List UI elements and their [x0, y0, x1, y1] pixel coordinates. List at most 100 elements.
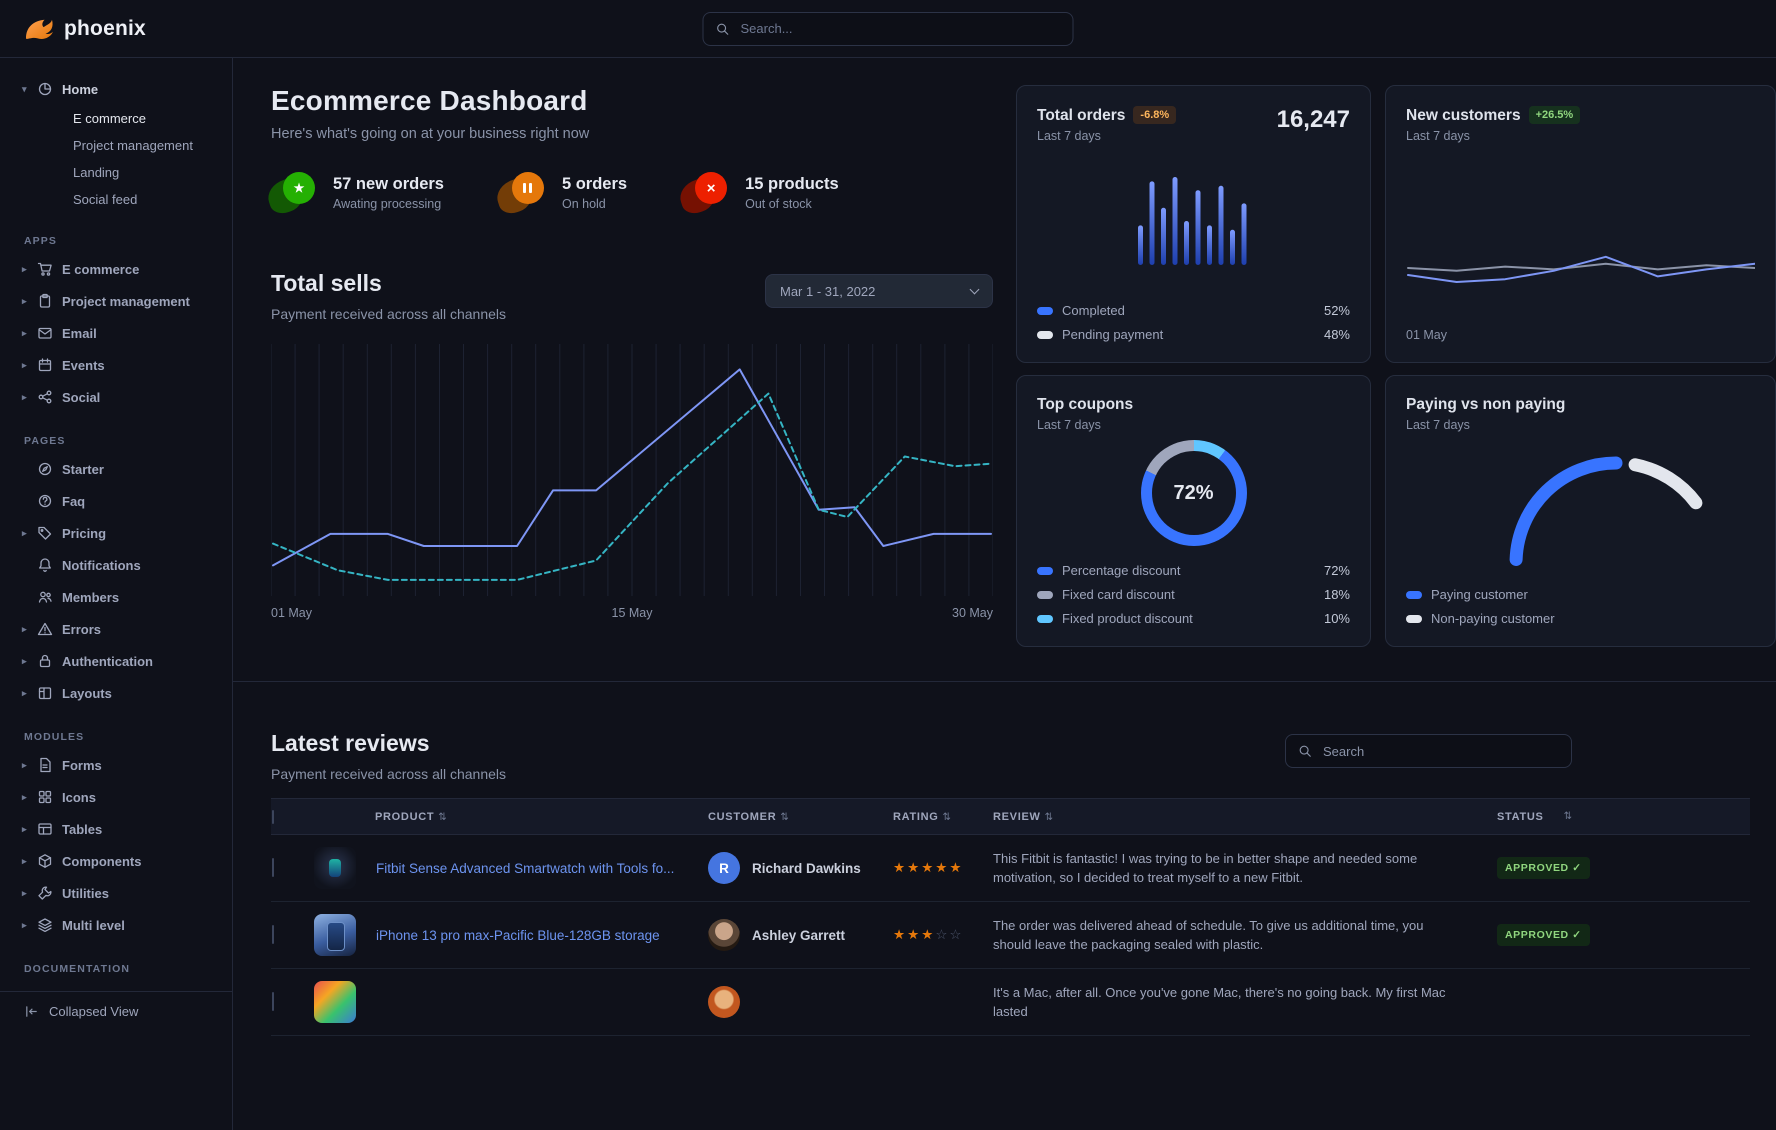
sidebar-item-social-feed[interactable]: Social feed — [73, 192, 138, 207]
search-icon — [1298, 744, 1312, 758]
legend-swatch — [1037, 590, 1053, 599]
customer-name: Ashley Garrett — [752, 927, 846, 943]
reviews-table-body: Fitbit Sense Advanced Smartwatch with To… — [271, 835, 1750, 1036]
sidebar-item-faq[interactable]: Faq — [0, 485, 232, 517]
stat-awating-processing: ★ 57 new orders Awating processing — [271, 172, 444, 214]
sidebar-footer: Collapsed View — [0, 991, 232, 1019]
sidebar-item-errors[interactable]: ▸ Errors — [22, 621, 102, 637]
mail-icon — [37, 325, 53, 341]
clipboard-icon — [37, 293, 53, 309]
sidebar-item-multi-level[interactable]: ▸ Multi level — [22, 917, 125, 933]
stat-on-hold: 5 orders On hold — [500, 172, 627, 214]
page-subtitle: Here's what's going on at your business … — [271, 126, 590, 142]
total-orders-title: Total orders — [1037, 107, 1126, 124]
reviews-search-input[interactable] — [1321, 742, 1559, 760]
brand[interactable]: phoenix — [24, 16, 146, 42]
orders-legend-item: Completed 52% — [1037, 303, 1350, 318]
column-header-rating[interactable]: RATING ⇅ — [893, 810, 952, 823]
status-badge: APPROVED ✓ — [1497, 924, 1590, 946]
sidebar-item-forms[interactable]: ▸ Forms — [22, 757, 102, 773]
rating-stars: ★★★★★ — [893, 859, 993, 877]
grid-icon — [37, 789, 53, 805]
caret-down-icon: ▾ — [22, 83, 27, 94]
sidebar-item-e-commerce[interactable]: ▸ E commerce — [22, 261, 140, 277]
paying-gauge-chart — [1509, 456, 1703, 566]
total-sells-line-chart — [271, 344, 993, 596]
phoenix-logo-icon — [24, 16, 54, 42]
tag-icon — [37, 525, 53, 541]
top-coupons-title: Top coupons — [1037, 396, 1134, 413]
paying-title: Paying vs non paying — [1406, 396, 1566, 413]
sidebar-item-notifications[interactable]: Notifications — [0, 549, 232, 581]
legend-swatch — [1037, 330, 1053, 339]
column-header-status[interactable]: STATUS ⇅ — [1497, 810, 1573, 823]
product-link[interactable]: Fitbit Sense Advanced Smartwatch with To… — [376, 860, 675, 876]
column-header-customer[interactable]: CUSTOMER ⇅ — [708, 810, 790, 823]
coupons-legend-item: Percentage discount 72% — [1037, 563, 1350, 578]
search-icon — [716, 22, 730, 36]
sidebar-item-landing[interactable]: Landing — [73, 165, 120, 180]
reviews-search[interactable] — [1285, 734, 1572, 768]
sidebar-item-authentication[interactable]: ▸ Authentication — [22, 653, 153, 669]
new-customers-title: New customers — [1406, 107, 1521, 124]
sidebar-item-starter[interactable]: Starter — [0, 453, 232, 485]
date-range-select[interactable]: Mar 1 - 31, 2022 — [765, 274, 993, 308]
star-icon: ★ — [271, 172, 317, 214]
cart-icon — [37, 261, 53, 277]
column-header-review[interactable]: REVIEW ⇅ — [993, 810, 1054, 823]
column-header-product[interactable]: PRODUCT ⇅ — [375, 810, 448, 823]
caret-right-icon: ▸ — [22, 687, 27, 698]
sidebar-item-pricing[interactable]: ▸ Pricing — [22, 525, 107, 541]
rating-stars: ★★★☆☆ — [893, 926, 993, 944]
status-badge: APPROVED ✓ — [1497, 857, 1590, 879]
sidebar-item-layouts[interactable]: ▸ Layouts — [22, 685, 112, 701]
product-link[interactable]: iPhone 13 pro max-Pacific Blue-128GB sto… — [376, 927, 660, 943]
caret-right-icon: ▸ — [22, 887, 27, 898]
paying-vs-non-paying-card: Paying vs non paying Last 7 days Paying … — [1385, 375, 1776, 647]
top-coupons-donut-chart: 72% — [1140, 440, 1247, 546]
sidebar-item-project-management[interactable]: Project management — [73, 138, 193, 153]
sidebar-item-components[interactable]: ▸ Components — [22, 853, 142, 869]
sidebar-item-project-management[interactable]: ▸ Project management — [22, 293, 190, 309]
row-checkbox[interactable] — [272, 858, 274, 877]
caret-right-icon: ▸ — [22, 759, 27, 770]
sidebar-section-label-documentation: DOCUMENTATION — [24, 963, 131, 975]
caret-right-icon: ▸ — [22, 359, 27, 370]
table-icon — [37, 821, 53, 837]
sidebar-item-members[interactable]: Members — [0, 581, 232, 613]
total-orders-legend: Completed 52% Pending payment 48% — [1037, 294, 1350, 342]
row-checkbox[interactable] — [272, 992, 274, 1011]
sidebar-item-e-commerce[interactable]: E commerce — [73, 111, 146, 126]
new-customers-x-label: 01 May — [1406, 328, 1447, 342]
collapsed-view-toggle[interactable]: Collapsed View — [24, 1004, 232, 1019]
sidebar-item-icons[interactable]: ▸ Icons — [22, 789, 96, 805]
layout-icon — [37, 685, 53, 701]
reviews-table-header: PRODUCT ⇅ CUSTOMER ⇅ RATING ⇅ REVIEW ⇅ STATUS ⇅ — [271, 798, 1750, 835]
total-orders-card: Total orders -6.8% Last 7 days 16,247 Com… — [1016, 85, 1371, 363]
pie-chart-icon — [37, 81, 53, 97]
paying-legend-item: Non-paying customer — [1406, 611, 1755, 626]
sidebar-item-home[interactable]: ▾ Home — [22, 81, 99, 97]
sidebar-section-label-modules: MODULES — [24, 731, 85, 743]
product-thumbnail — [314, 847, 356, 889]
sidebar-item-email[interactable]: ▸ Email — [22, 325, 97, 341]
sidebar-section-label-apps: APPS — [24, 235, 57, 247]
sidebar-item-utilities[interactable]: ▸ Utilities — [22, 885, 109, 901]
topbar-search-input[interactable] — [738, 20, 1061, 37]
sidebar-item-events[interactable]: ▸ Events — [22, 357, 105, 373]
quick-stats: ★ 57 new orders Awating processing 5 orders… — [271, 172, 993, 214]
top-coupons-period: Last 7 days — [1037, 418, 1101, 432]
topbar-search[interactable] — [702, 11, 1074, 46]
compass-icon — [37, 461, 53, 477]
sidebar-item-tables[interactable]: ▸ Tables — [22, 821, 103, 837]
sidebar-item-social[interactable]: ▸ Social — [22, 389, 101, 405]
star-filled-icons: ★★★ — [893, 927, 936, 942]
row-checkbox[interactable] — [272, 925, 274, 944]
table-row: Fitbit Sense Advanced Smartwatch with To… — [271, 835, 1750, 902]
new-customers-card: New customers +26.5% Last 7 days 01 May — [1385, 85, 1776, 363]
layers-icon — [37, 917, 53, 933]
select-all-checkbox[interactable] — [272, 809, 274, 824]
collapse-icon — [24, 1004, 39, 1019]
table-row: iPhone 13 pro max-Pacific Blue-128GB sto… — [271, 902, 1750, 969]
new-customers-line-chart — [1407, 255, 1755, 283]
